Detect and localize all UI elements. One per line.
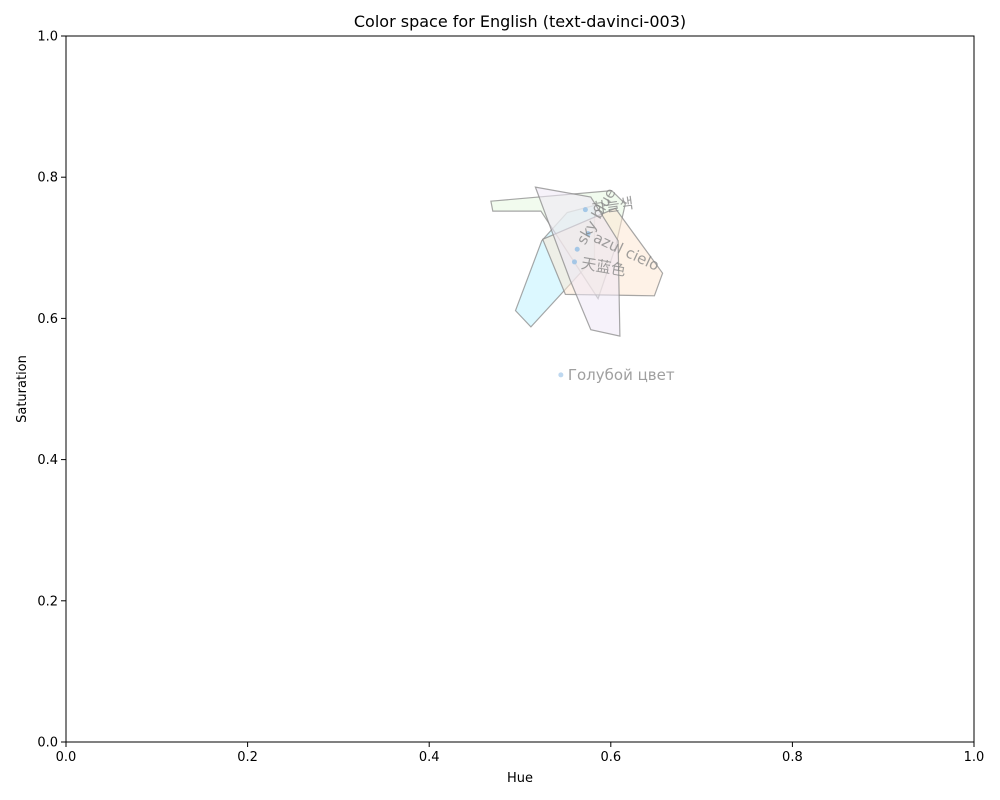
x-axis-ticks: 0.0 0.2 0.4 0.6 0.8 1.0 bbox=[56, 742, 985, 765]
x-axis-label: Hue bbox=[507, 771, 533, 786]
x-tick-label: 0.6 bbox=[600, 750, 621, 765]
series-point bbox=[558, 372, 564, 378]
y-tick-label: 1.0 bbox=[37, 30, 58, 45]
hull-polygon bbox=[534, 186, 621, 337]
y-tick-label: 0.6 bbox=[37, 312, 58, 327]
y-axis-label: Saturation bbox=[15, 355, 30, 423]
y-axis-ticks: 0.0 0.2 0.4 0.6 0.8 1.0 bbox=[37, 30, 66, 751]
hull-group bbox=[490, 186, 664, 337]
chart-title: Color space for English (text-davinci-00… bbox=[354, 12, 686, 31]
point-group bbox=[558, 207, 591, 378]
y-tick-label: 0.0 bbox=[37, 736, 58, 751]
series-point bbox=[574, 246, 580, 252]
y-tick-label: 0.4 bbox=[37, 453, 58, 468]
series-point bbox=[585, 231, 591, 237]
plot-frame bbox=[65, 35, 975, 743]
x-tick-label: 0.2 bbox=[237, 750, 258, 765]
y-tick-label: 0.2 bbox=[37, 594, 58, 609]
series-point bbox=[582, 207, 588, 213]
series-point bbox=[571, 259, 577, 265]
x-tick-label: 1.0 bbox=[964, 750, 985, 765]
y-tick-label: 0.8 bbox=[37, 171, 58, 186]
series-label: 하늘색 bbox=[591, 194, 635, 218]
series-label: Голубой цвет bbox=[568, 366, 675, 384]
x-tick-label: 0.0 bbox=[56, 750, 77, 765]
x-tick-label: 0.8 bbox=[782, 750, 803, 765]
x-tick-label: 0.4 bbox=[419, 750, 440, 765]
plot-area bbox=[66, 36, 974, 742]
